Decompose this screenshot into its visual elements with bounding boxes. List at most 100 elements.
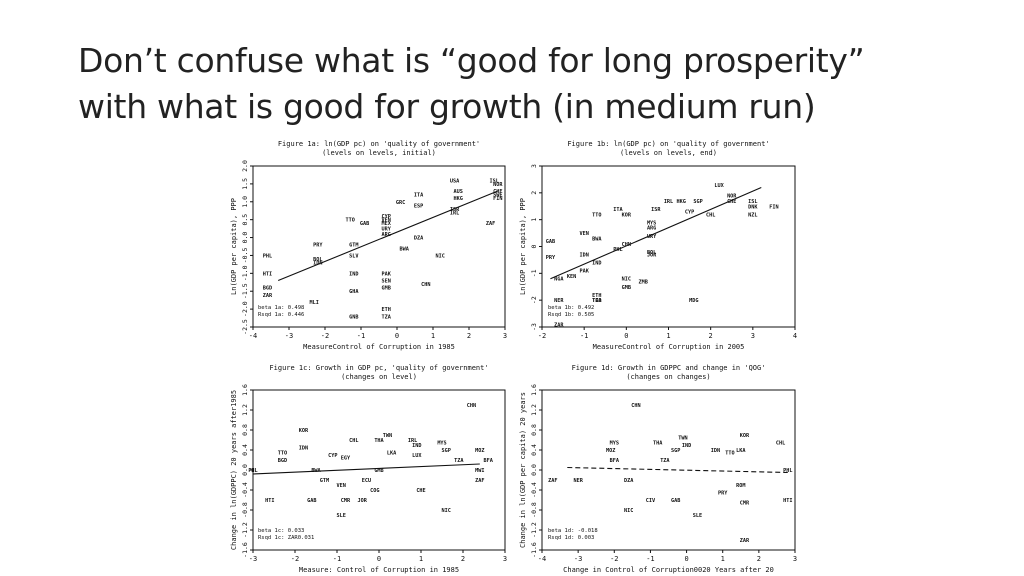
data-point-label: ISL: [490, 178, 499, 184]
data-point-label: CHL: [349, 438, 358, 444]
x-tick-label: -2: [610, 555, 618, 563]
data-point-label: BGD: [263, 286, 272, 292]
x-tick-label: 3: [751, 332, 755, 340]
data-point-label: GRC: [396, 200, 405, 206]
x-axis-label: Measure: Control of Corruption in 1985: [299, 566, 459, 574]
data-point-label: CMR: [341, 498, 351, 504]
data-point-label: MOZ: [475, 448, 484, 454]
data-point-label: CHE: [493, 189, 502, 195]
x-tick-label: -2: [291, 555, 299, 563]
data-point-label: NGA: [554, 277, 564, 283]
x-tick-label: -1: [357, 332, 365, 340]
x-axis-label: MeasureControl of Corruption in 2005: [593, 343, 745, 351]
x-tick-label: 1: [419, 555, 423, 563]
y-axis-label: Ln(GDP per capita), PPP: [519, 198, 527, 295]
x-tick-label: 0: [395, 332, 399, 340]
x-tick-label: 1: [431, 332, 435, 340]
y-tick-label: -0.8: [530, 502, 538, 518]
data-point-label: LKA: [736, 448, 746, 454]
data-point-label: MYS: [610, 441, 619, 447]
plot-frame: [541, 389, 796, 551]
stats-label: beta 1c: 0.033: [258, 528, 304, 534]
data-point-label: MOZ: [606, 448, 615, 454]
data-point-label: SGP: [442, 448, 451, 454]
y-tick-label: 0.4: [530, 444, 538, 456]
data-point-label: SLV: [349, 253, 358, 259]
data-point-label: IRL: [408, 438, 417, 444]
data-point-label: IND: [349, 271, 358, 277]
data-point-label: ARG: [647, 226, 656, 232]
data-point-label: GAB: [307, 498, 316, 504]
data-point-label: CHN: [467, 403, 476, 409]
x-tick-label: -1: [646, 555, 654, 563]
data-point-label: GAB: [671, 498, 680, 504]
y-tick-label: 1.6: [530, 384, 538, 396]
stats-label: beta 1a: 0.498: [258, 305, 304, 311]
data-point-label: ZAF: [475, 478, 484, 484]
data-point-label: BFA: [484, 458, 494, 464]
data-point-label: CHL: [776, 441, 785, 447]
x-tick-label: 0: [377, 555, 381, 563]
data-point-label: MEX: [382, 221, 392, 227]
data-point-label: TWN: [678, 436, 687, 442]
data-point-label: ECU: [362, 478, 371, 484]
data-point-label: TTO: [278, 451, 287, 457]
data-point-label: AUS: [454, 189, 463, 195]
data-point-label: ESP: [414, 203, 423, 209]
data-point-label: CHN: [421, 282, 430, 288]
data-point-label: CHE: [727, 199, 736, 205]
y-tick-label: 0.8: [241, 424, 249, 436]
data-point-label: CHE: [416, 488, 425, 494]
data-point-label: ROM: [736, 483, 745, 489]
data-point-label: NOR: [727, 194, 737, 200]
x-tick-label: 0: [624, 332, 628, 340]
data-point-label: NIC: [442, 508, 451, 514]
data-point-label: ZAR: [263, 293, 273, 299]
data-point-label: PAK: [382, 271, 392, 277]
data-point-label: USA: [450, 178, 460, 184]
data-point-label: VEN: [382, 218, 391, 224]
data-point-label: URY: [647, 234, 657, 240]
x-tick-label: 2: [467, 332, 471, 340]
data-point-label: THA: [653, 441, 663, 447]
data-point-label: ISL: [748, 199, 757, 205]
data-point-label: JOR: [358, 498, 368, 504]
fit-line: [550, 186, 762, 280]
data-point-label: HTI: [263, 271, 272, 277]
x-tick-label: 3: [503, 555, 507, 563]
data-point-label: MWI: [475, 468, 484, 474]
y-tick-label: 0.5: [241, 214, 249, 226]
data-point-label: HKG: [676, 199, 685, 205]
data-point-label: SWE: [493, 193, 502, 199]
data-point-label: LUX: [412, 453, 422, 459]
data-point-label: CIV: [646, 498, 655, 504]
data-point-label: ZAF: [548, 478, 557, 484]
data-point-label: NER: [554, 298, 564, 304]
y-tick-label: -1.5: [241, 283, 249, 299]
data-point-label: NER: [573, 478, 583, 484]
data-point-label: IND: [682, 443, 691, 449]
data-point-label: NIC: [624, 508, 633, 514]
y-tick-label: 2: [530, 191, 538, 195]
y-tick-label: 1.2: [530, 404, 538, 416]
data-point-label: URY: [382, 227, 392, 233]
data-point-label: NIC: [622, 277, 631, 283]
data-point-label: TZA: [382, 314, 392, 320]
fit-line: [277, 190, 499, 281]
stats-label: Rsqd 1b: 0.505: [548, 312, 594, 318]
y-tick-label: 1.2: [241, 404, 249, 416]
data-point-label: NZL: [748, 212, 757, 218]
data-point-label: BWA: [311, 468, 321, 474]
data-point-label: PHL: [263, 253, 272, 259]
x-tick-label: 2: [757, 555, 761, 563]
y-tick-label: -0.4: [530, 482, 538, 498]
x-tick-label: -2: [321, 332, 329, 340]
data-point-label: IDN: [579, 253, 588, 259]
data-point-label: VEN: [579, 231, 588, 237]
data-point-label: ISR: [651, 207, 661, 213]
chart-title: Figure 1d: Growth in GDPPC and change in…: [572, 364, 766, 372]
data-point-label: PRY: [313, 243, 323, 249]
x-tick-label: 2: [461, 555, 465, 563]
data-point-label: MDG: [689, 298, 698, 304]
